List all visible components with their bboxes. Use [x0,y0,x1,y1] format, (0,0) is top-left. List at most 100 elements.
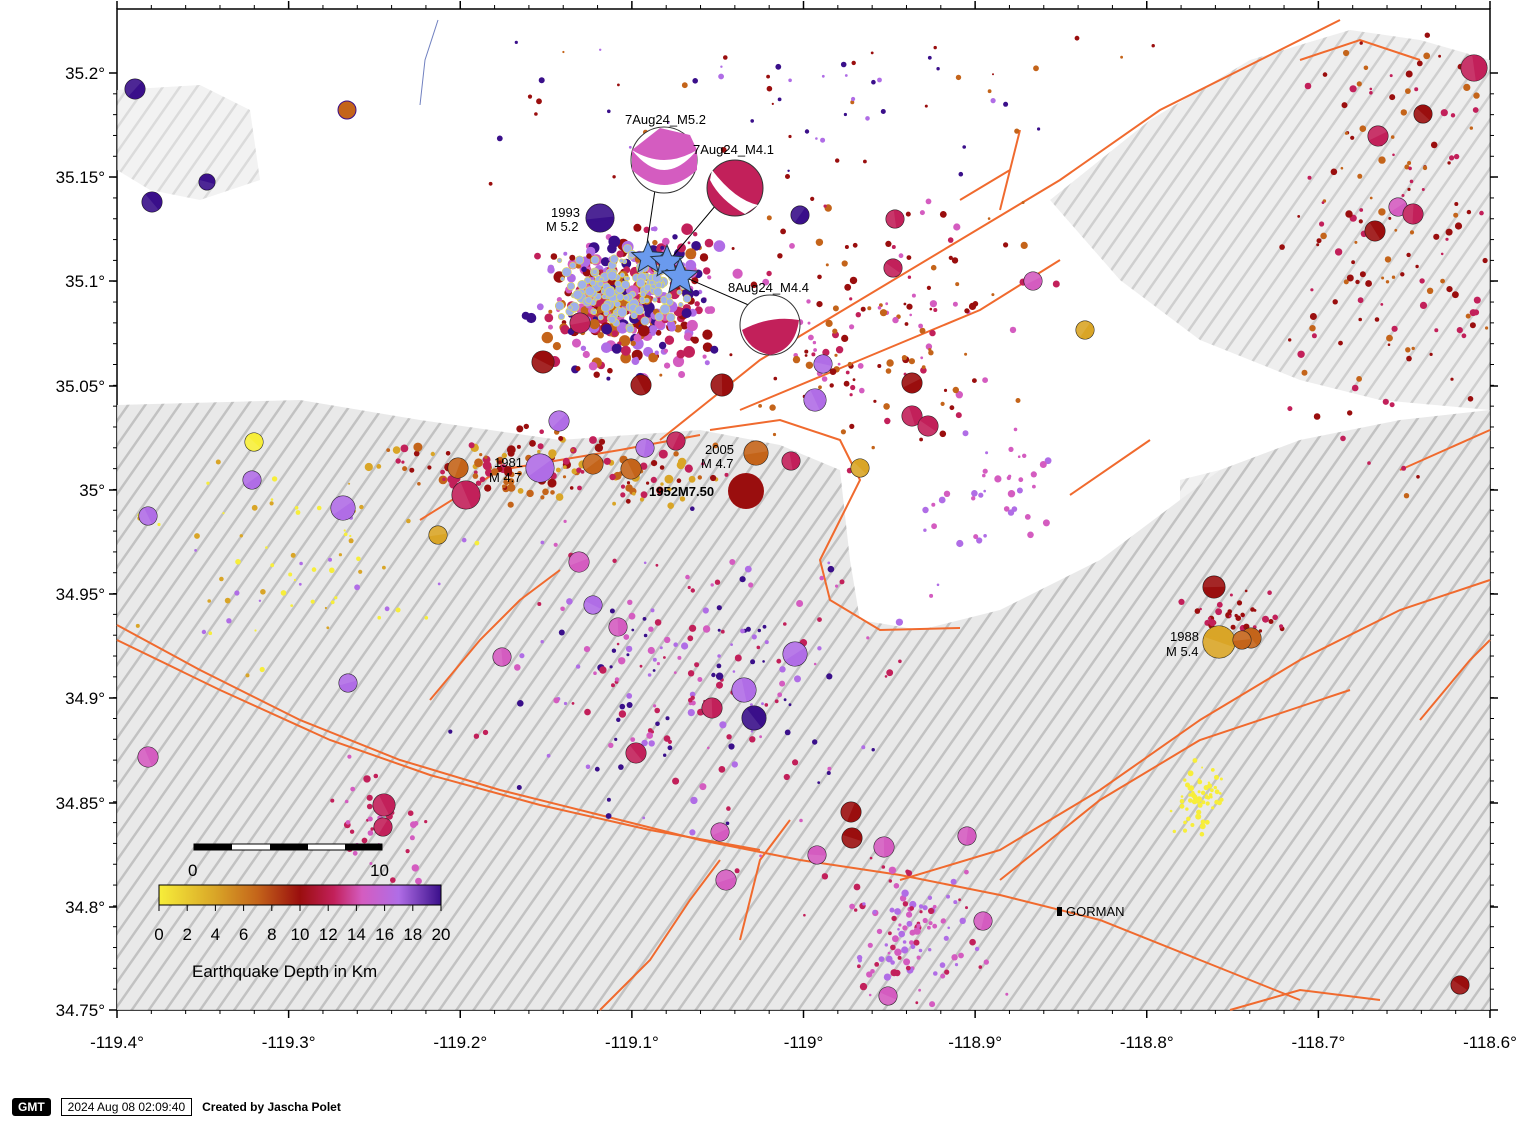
quake-dot [1188,785,1195,791]
quake-dot [1465,313,1471,319]
quake-dot [519,653,525,659]
quake-dot [377,615,382,620]
quake-dot [933,971,938,976]
quake-dot [194,549,198,552]
quake-dot [606,797,611,802]
quake-dot [1449,155,1455,161]
quake-dot [1032,484,1036,489]
quake-dot [1180,795,1184,798]
quake-dot [585,764,591,770]
quake-dot [987,217,991,220]
colorbar-tick: 8 [267,925,276,944]
quake-dot [905,211,911,217]
quake-dot [931,502,936,507]
quake-dot [672,355,685,368]
quake-dot [660,482,664,486]
quake-dot [777,253,783,259]
quake-dot [893,883,900,889]
quake-dot [821,74,825,78]
quake-dot [911,293,916,298]
quake-dot [598,438,606,445]
quake-dot [1407,161,1412,165]
quake-dot [485,469,493,477]
quake-dot [788,78,792,83]
quake-dot [971,496,976,501]
quake-dot [1279,624,1284,629]
quake-dot [270,563,275,568]
quake-dot [987,89,992,94]
quake-dot [901,946,909,954]
quake-dot [851,96,856,102]
quake-dot [955,282,960,287]
quake-dot [338,553,342,557]
quake-dot [643,226,650,233]
quake-dot [1359,125,1367,132]
quake-dot [516,785,522,790]
quake-dot [1205,801,1210,806]
quake-dot [1401,465,1407,471]
aftershock-dot [600,302,611,313]
quake-dot [1214,789,1220,795]
quake-dot [898,930,905,938]
quake-dot [1253,609,1257,612]
quake-dot [1006,475,1011,481]
quake-dot [616,642,620,646]
quake-dot [883,973,892,981]
quake-dot [718,766,726,773]
quake-dot [517,488,524,494]
quake-dot [538,77,545,84]
quake-dot [650,730,655,734]
quake-dot [599,48,602,51]
quake-dot [660,245,665,250]
quake-dot [1330,168,1338,176]
quake-dot [697,677,703,682]
quake-dot [913,927,921,935]
quake-dot [589,436,597,444]
terrain-hillshade [117,30,1490,1010]
quake-dot [804,129,810,134]
quake-dot [650,330,656,336]
quake-dot [1440,109,1448,117]
quake-dot [943,490,951,497]
star-m44 [660,256,700,294]
quake-dot [424,820,428,824]
beachball [807,845,827,865]
aftershock-dot [634,305,645,316]
quake-dot [777,97,782,102]
quake-dot [1415,264,1419,269]
quake-dot [808,334,814,341]
quake-dot [868,993,872,997]
quake-dot [1438,54,1441,58]
quake-dot [946,894,950,899]
quake-dot [1424,32,1431,38]
quake-dot [894,908,901,915]
quake-dot [647,673,652,677]
quake-dot [783,773,790,781]
quake-dot [950,878,957,885]
quake-dot [690,588,695,593]
quake-dot [885,368,892,374]
quake-dot [1208,619,1216,627]
quake-dot [546,753,551,758]
quake-dot [1014,128,1020,134]
quake-dot [871,748,875,752]
quake-dot [1194,608,1201,614]
quake-dot [849,423,855,429]
quake-dot [1453,153,1460,160]
quake-dot [536,98,542,105]
quake-dot [857,964,861,969]
quake-dot [650,608,655,613]
quake-dot [840,61,847,68]
quake-dot [982,473,986,478]
quake-dot [906,255,912,260]
beachball [710,373,734,397]
quake-dot [1021,201,1025,204]
beachball [582,453,604,475]
quake-dot [668,323,676,332]
quake-dot [484,484,492,492]
quake-dot [491,468,499,476]
quake-dot [872,909,877,915]
quake-dot [694,662,700,668]
beachball [630,374,652,396]
quake-dot [939,430,947,438]
